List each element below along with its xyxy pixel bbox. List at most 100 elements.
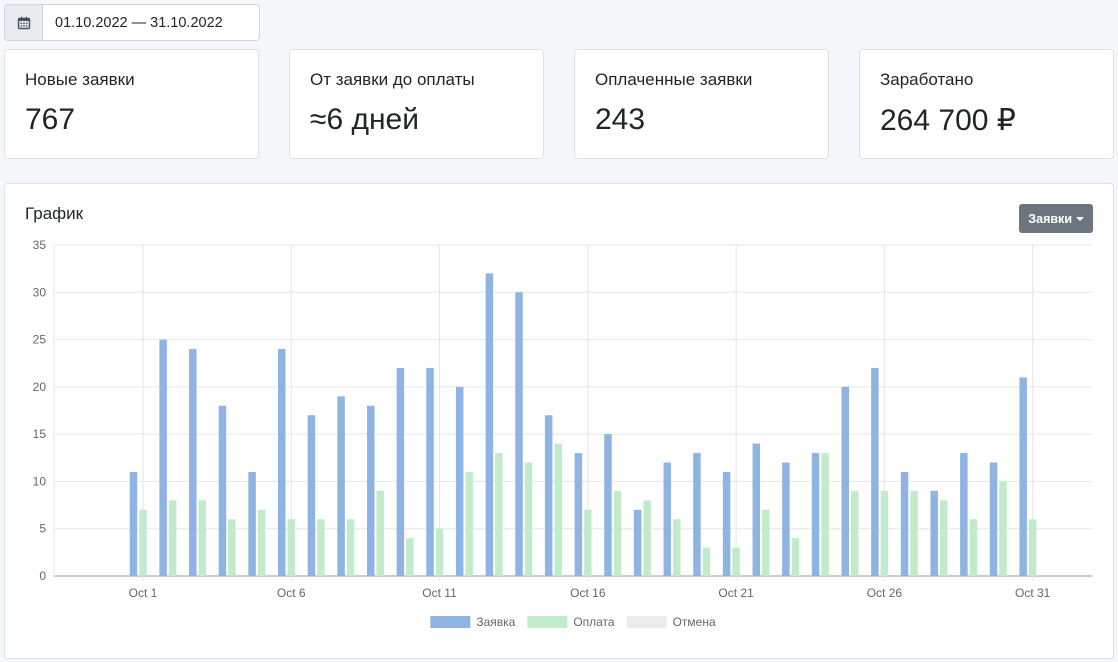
bar-payment [287,519,296,576]
x-tick-label: Oct 26 [867,586,903,600]
bar-request [307,415,316,576]
bar-payment [762,509,770,576]
stat-value: 243 [595,103,646,136]
legend-swatch[interactable] [626,616,667,628]
bar-request [663,462,672,576]
bar-payment [969,519,978,576]
stat-value: 264 700 ₽ [880,104,1016,137]
x-tick-label: Oct 6 [277,586,306,600]
stat-card-new-requests: Новые заявки 767 [4,49,259,159]
bar-chart: 0 5 10 15 20 25 30 35 Oct 1 Oct 6 Oct 11 Oct 16 Oct … [33,238,1092,629]
bar-request [159,339,167,576]
bar-payment [346,519,355,576]
bar-request [693,453,701,576]
bar-payment [791,538,800,576]
x-tick-label: Oct 1 [129,586,158,600]
legend-swatch[interactable] [527,616,568,628]
bar-payment [1028,519,1037,576]
bar-request [930,490,938,576]
bar-payment [880,490,889,576]
bar-payment [198,500,207,576]
bar-payment [939,500,948,576]
bar-request [900,471,909,576]
y-tick-label: 35 [33,238,47,252]
bar-payment [524,462,533,576]
x-tick-label: Oct 16 [570,586,606,600]
bar-request [396,367,405,576]
y-tick-label: 30 [33,285,47,299]
bar-payment [435,528,444,576]
bar-payment [999,481,1007,576]
bar-request [782,462,790,576]
bar-request [1019,377,1027,576]
y-tick-label: 20 [33,380,47,394]
bar-request [989,462,998,576]
y-tick-label: 25 [33,333,47,347]
bar-request [871,367,879,576]
bar-request [811,453,820,576]
dropdown-label: Заявки [1028,211,1072,226]
bar-payment [850,490,859,576]
bar-payment [643,500,651,576]
chart-axes: 0 5 10 15 20 25 30 35 Oct 1 Oct 6 Oct 11 Oct 16 Oct … [33,238,1051,600]
bar-request [841,386,849,576]
bar-request [426,367,434,576]
x-tick-label: Oct 31 [1015,586,1051,600]
bar-request [218,405,227,576]
bar-payment [406,538,414,576]
bar-request [189,349,197,576]
bar-payment [821,453,829,576]
bar-request [248,471,256,576]
bar-request [337,396,345,576]
bar-payment [376,490,384,576]
legend-label[interactable]: Отмена [673,615,716,629]
chart-series-dropdown[interactable]: Заявки [1019,204,1093,233]
legend-label[interactable]: Заявка [476,615,515,629]
chart-bars [129,273,1037,576]
bar-payment [465,471,473,576]
stat-title: От заявки до оплаты [310,70,475,89]
bar-request [752,443,761,576]
bar-request [604,434,612,576]
stat-card-paid-requests: Оплаченные заявки 243 [574,49,829,159]
bar-payment [613,490,622,576]
bar-payment [228,519,236,576]
bar-request [574,453,583,576]
stat-card-earned: Заработано 264 700 ₽ [859,49,1114,159]
bar-payment [673,519,681,576]
bar-payment [139,509,147,576]
y-tick-label: 10 [33,474,47,488]
bar-payment [584,509,592,576]
bar-payment [495,453,503,576]
y-tick-label: 5 [39,522,46,536]
bar-request [278,349,286,576]
bar-request [366,405,375,576]
stat-value: 767 [25,103,76,136]
date-range-picker[interactable] [4,4,260,41]
chart-legend[interactable]: Заявка Оплата Отмена [430,615,716,629]
bar-payment [910,490,918,576]
y-tick-label: 0 [39,569,46,583]
stat-value: ≈6 дней [310,103,419,136]
bar-payment [702,547,711,576]
bar-payment [554,443,562,576]
bar-request [485,273,494,576]
bar-payment [257,509,266,576]
bar-payment [168,500,177,576]
bar-request [515,292,523,576]
date-range-input[interactable] [43,5,259,40]
calendar-icon[interactable] [5,5,43,40]
x-tick-label: Oct 11 [422,586,457,600]
bar-payment [317,519,325,576]
bar-request [722,471,731,576]
chart-card: 0 5 10 15 20 25 30 35 Oct 1 Oct 6 Oct 11 Oct 16 Oct … [4,183,1114,659]
bar-request [633,509,642,576]
bar-request [960,453,968,576]
bar-request [129,471,138,576]
caret-down-icon [1076,216,1084,221]
stat-card-request-to-payment: От заявки до оплаты ≈6 дней [289,49,544,159]
legend-label[interactable]: Оплата [573,615,615,629]
legend-swatch[interactable] [430,616,471,628]
bar-request [544,415,553,576]
stat-title: Оплаченные заявки [595,70,753,89]
